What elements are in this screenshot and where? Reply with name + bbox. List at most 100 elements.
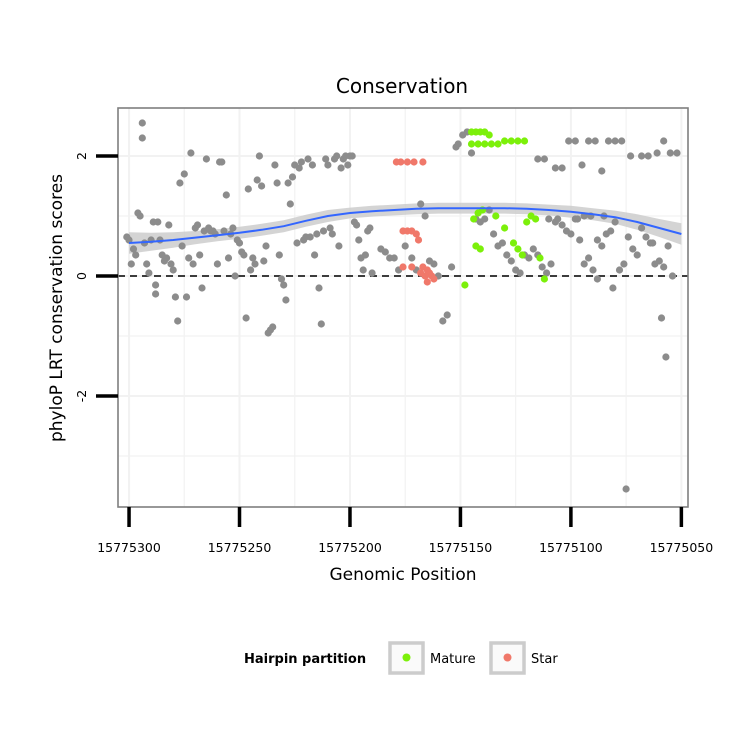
point-other — [178, 242, 186, 250]
x-tick-label: 15775050 — [650, 540, 714, 555]
point-other — [282, 296, 290, 304]
y-tick-label: 2 — [74, 152, 89, 160]
point-other — [529, 245, 537, 253]
point-other — [624, 233, 632, 241]
point-other — [138, 134, 146, 142]
point-other — [481, 215, 489, 223]
point-other — [355, 236, 363, 244]
point-other — [182, 293, 191, 301]
smooth-line-layer — [128, 207, 682, 244]
point-other — [269, 323, 277, 331]
point-other — [187, 149, 195, 157]
y-axis: 2 0 -2 — [74, 152, 118, 402]
point-other — [573, 215, 582, 223]
point-other — [633, 251, 641, 259]
point-other — [611, 218, 619, 226]
point-other — [220, 227, 228, 235]
point-mature — [540, 275, 549, 283]
point-other — [344, 161, 352, 169]
plot-frame — [117, 107, 689, 508]
point-star — [419, 158, 427, 166]
point-other — [315, 284, 323, 292]
point-other — [558, 221, 566, 229]
point-other — [571, 137, 579, 145]
point-other — [618, 137, 626, 145]
point-other — [284, 179, 292, 187]
point-mature — [487, 140, 495, 148]
point-other — [169, 266, 177, 274]
point-other — [558, 164, 566, 172]
x-tick-label: 15775300 — [97, 540, 161, 555]
point-other — [127, 260, 135, 268]
point-other — [322, 155, 330, 163]
point-mature — [514, 245, 522, 253]
point-other — [231, 272, 239, 280]
point-other — [167, 260, 175, 268]
point-other — [359, 266, 367, 274]
point-other — [249, 254, 257, 262]
point-other — [421, 212, 429, 220]
point-mature — [523, 218, 531, 226]
point-other — [368, 269, 376, 277]
smooth-trend-line — [128, 207, 682, 244]
point-other — [222, 191, 230, 199]
point-other — [348, 152, 356, 160]
point-star — [397, 158, 405, 166]
point-star — [408, 263, 416, 271]
x-tick-label: 15775200 — [318, 540, 382, 555]
point-mature — [536, 254, 544, 262]
plot-panel — [118, 108, 688, 507]
legend-title: Hairpin partition — [244, 652, 366, 667]
point-other — [611, 137, 619, 145]
point-star — [412, 230, 420, 238]
point-other — [326, 224, 334, 232]
point-other — [467, 149, 476, 157]
point-other — [180, 170, 188, 178]
point-other — [337, 164, 345, 172]
point-mature — [461, 281, 469, 289]
point-other — [644, 152, 652, 160]
point-other — [277, 275, 286, 283]
point-other — [240, 251, 248, 259]
x-tick-label: 15775150 — [429, 540, 493, 555]
point-other — [507, 257, 515, 265]
point-other — [198, 284, 206, 292]
point-other — [176, 179, 184, 187]
x-axis-title: Genomic Position — [329, 565, 476, 585]
points-layer — [123, 119, 681, 493]
point-other — [258, 182, 266, 190]
point-star — [417, 269, 425, 277]
point-other — [247, 266, 255, 274]
point-other — [655, 257, 663, 265]
point-other — [534, 155, 542, 163]
point-other — [353, 221, 361, 229]
smooth-confidence-ribbon — [129, 202, 682, 254]
point-other — [547, 260, 555, 268]
point-other — [235, 239, 244, 247]
point-other — [251, 260, 259, 268]
chart-title: Conservation — [336, 74, 468, 98]
point-other — [193, 221, 202, 229]
point-other — [260, 257, 268, 265]
point-other — [604, 137, 613, 145]
point-other — [333, 152, 341, 160]
point-other — [657, 314, 666, 322]
point-other — [218, 158, 226, 166]
point-other — [271, 161, 279, 169]
point-other — [401, 242, 409, 250]
point-other — [591, 137, 599, 145]
point-other — [308, 161, 316, 169]
point-other — [565, 137, 573, 145]
point-other — [516, 269, 524, 277]
point-mature — [509, 239, 518, 247]
point-other — [317, 320, 325, 328]
point-other — [607, 227, 615, 235]
point-other — [660, 263, 668, 271]
point-other — [295, 164, 303, 172]
point-other — [319, 227, 328, 235]
point-other — [136, 212, 144, 220]
point-other — [174, 317, 182, 325]
y-tick-label: -2 — [74, 390, 89, 402]
point-other — [545, 215, 553, 223]
point-other — [145, 269, 153, 277]
